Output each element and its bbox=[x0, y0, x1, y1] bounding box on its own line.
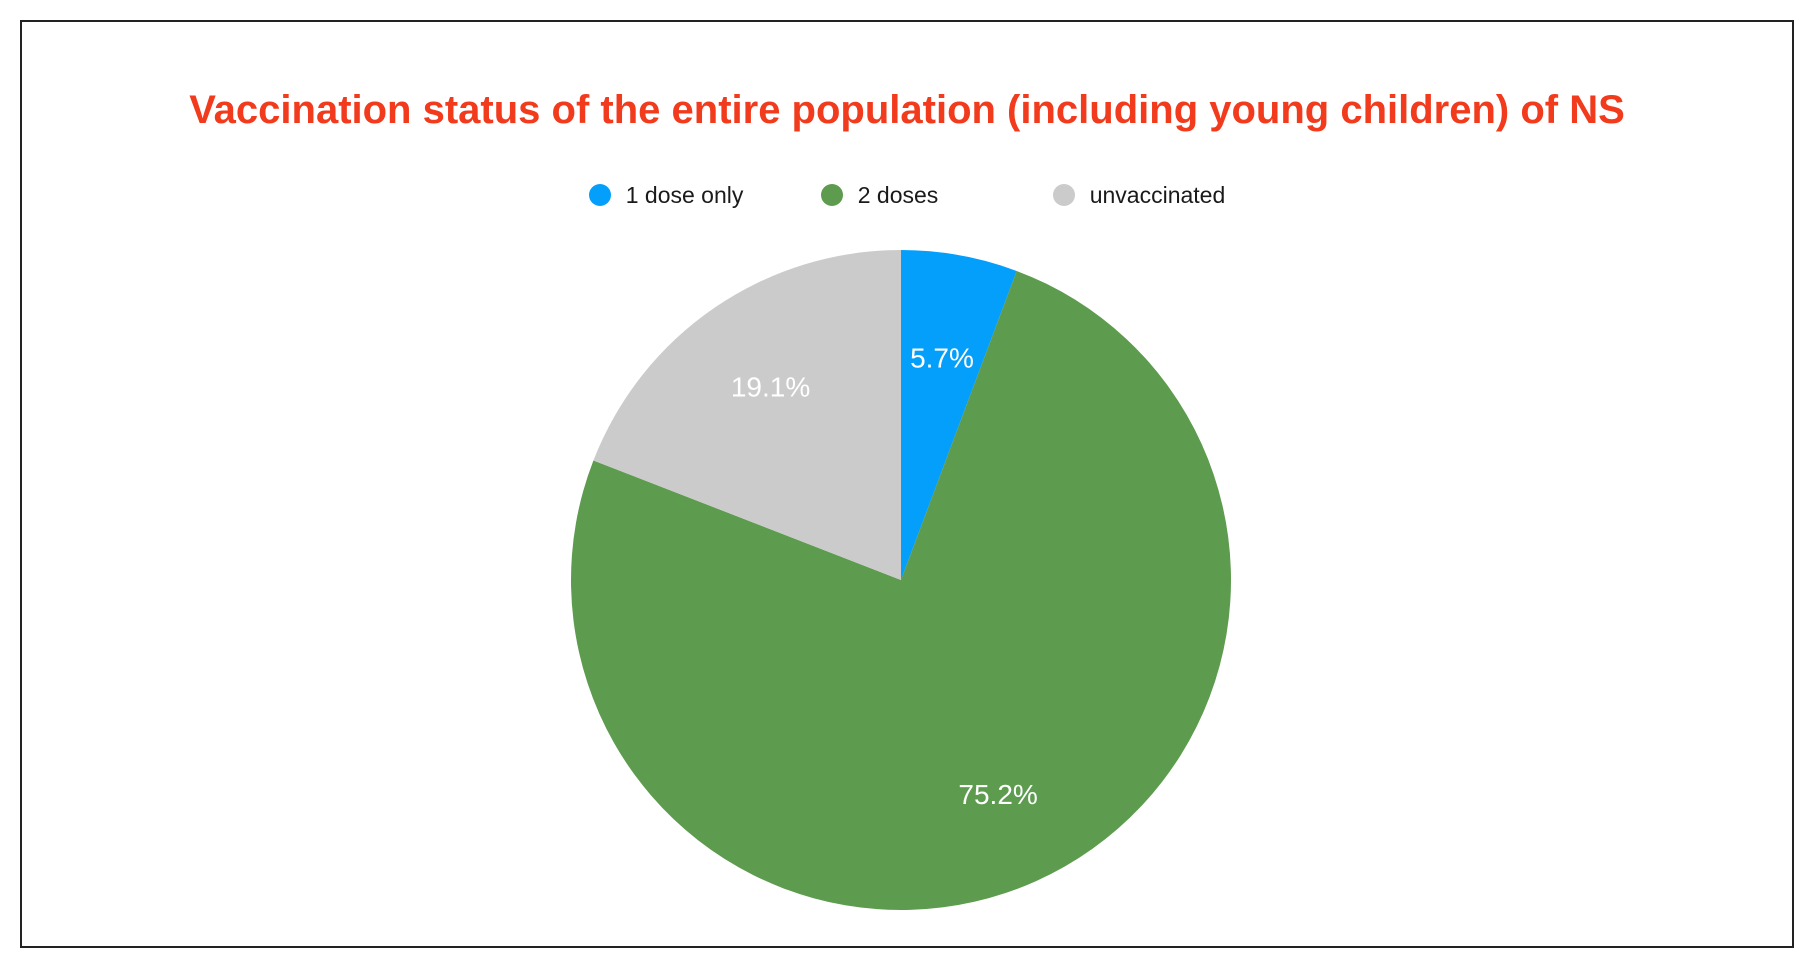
legend-item-unvaccinated[interactable]: unvaccinated bbox=[1052, 181, 1226, 209]
pie-label-1-dose-only: 5.7% bbox=[910, 342, 974, 373]
chart-legend: 1 dose only 2 doses unvaccinated bbox=[22, 180, 1792, 210]
legend-swatch-1-dose-only bbox=[588, 184, 611, 206]
pie-label-2-doses: 75.2% bbox=[958, 779, 1037, 810]
legend-label-2-doses: 2 doses bbox=[857, 181, 939, 208]
pie-slice-1-dose-only[interactable] bbox=[901, 250, 1017, 580]
pie-slice-2-doses[interactable] bbox=[570, 270, 1231, 910]
legend-swatch-unvaccinated bbox=[1052, 184, 1075, 206]
legend-label-unvaccinated: unvaccinated bbox=[1089, 181, 1226, 208]
pie-label-unvaccinated: 19.1% bbox=[731, 372, 810, 403]
legend-swatch-2-doses bbox=[820, 184, 843, 206]
legend-label-1-dose-only: 1 dose only bbox=[625, 181, 744, 208]
legend-item-2-doses[interactable]: 2 doses bbox=[820, 181, 1053, 209]
pie-slice-unvaccinated[interactable] bbox=[593, 250, 901, 580]
legend-item-1-dose-only[interactable]: 1 dose only bbox=[588, 181, 821, 209]
chart-title: Vaccination status of the entire populat… bbox=[189, 88, 1625, 132]
